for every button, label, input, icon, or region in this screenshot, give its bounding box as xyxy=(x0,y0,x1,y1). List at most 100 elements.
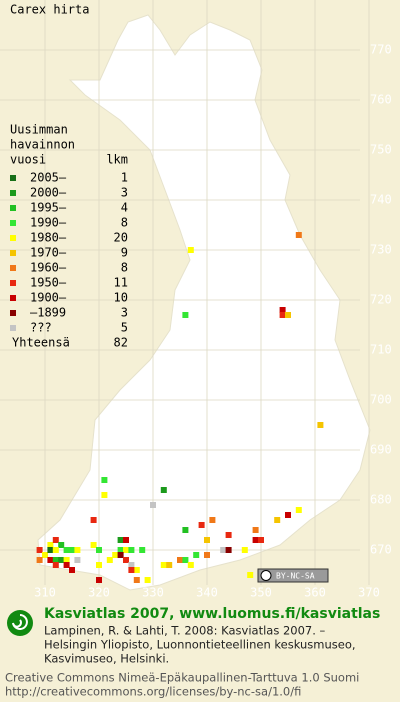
record-square xyxy=(42,552,48,558)
record-square xyxy=(96,562,102,568)
license-line: Creative Commons Nimeä-Epäkaupallinen-Ta… xyxy=(5,671,359,685)
record-square xyxy=(90,542,97,548)
legend-label: 1980– xyxy=(30,231,67,245)
title: Carex hirta xyxy=(10,3,89,17)
record-square xyxy=(133,577,140,583)
badge-icon xyxy=(260,570,272,581)
record-square xyxy=(101,492,108,498)
logo-swirl xyxy=(12,614,28,630)
legend-count: 9 xyxy=(121,246,128,260)
legend-count: 4 xyxy=(121,201,128,215)
record-square xyxy=(36,557,43,563)
citation-line: Helsingin Yliopisto, Luonnontieteellinen… xyxy=(44,638,356,652)
legend-heading: havainnon xyxy=(10,138,75,152)
record-square xyxy=(47,547,54,553)
legend-swatch xyxy=(10,310,16,316)
record-square xyxy=(74,557,81,563)
record-square xyxy=(47,557,54,563)
legend-label: 2000– xyxy=(30,186,67,200)
records xyxy=(36,232,324,583)
easting-label: 350 xyxy=(250,586,272,600)
legend-count-heading: lkm xyxy=(106,153,128,167)
record-square xyxy=(63,547,70,553)
record-square xyxy=(177,557,183,563)
legend-total: 82 xyxy=(114,336,128,350)
record-square xyxy=(128,562,135,568)
legend-count: 20 xyxy=(114,231,128,245)
northing-label: 690 xyxy=(370,443,392,457)
northing-label: 700 xyxy=(370,393,392,407)
northing-label: 740 xyxy=(370,193,392,207)
easting-label: 320 xyxy=(88,586,110,600)
record-square xyxy=(225,547,232,553)
record-square xyxy=(182,312,189,318)
record-square xyxy=(279,307,286,313)
cc-badge: BY-NC-SA xyxy=(257,568,329,583)
northing-label: 720 xyxy=(370,293,392,307)
record-square xyxy=(52,557,59,563)
badge-text: BY-NC-SA xyxy=(276,572,315,581)
record-square xyxy=(123,557,129,563)
legend-count: 3 xyxy=(121,186,128,200)
record-square xyxy=(128,567,135,573)
legend-count: 10 xyxy=(114,291,128,305)
record-square xyxy=(117,537,124,543)
easting-label: 310 xyxy=(34,586,56,600)
record-square xyxy=(96,577,102,583)
northing-label: 750 xyxy=(370,143,392,157)
legend-label: 1970– xyxy=(30,246,67,260)
citation-line: Lampinen, R. & Lahti, T. 2008: Kasviatla… xyxy=(44,624,326,638)
legend-label: 1995– xyxy=(30,201,67,215)
record-square xyxy=(204,537,210,543)
legend-label: 1990– xyxy=(30,216,67,230)
record-square xyxy=(106,557,113,563)
record-square xyxy=(160,562,167,568)
legend-count: 3 xyxy=(121,306,128,320)
legend-label: –1899 xyxy=(30,306,66,320)
northing-label: 710 xyxy=(370,343,392,357)
record-square xyxy=(112,552,119,558)
record-square xyxy=(117,547,124,553)
record-square xyxy=(47,542,54,548)
record-square xyxy=(252,537,259,543)
legend-swatch xyxy=(10,190,16,196)
record-square xyxy=(279,312,286,318)
legend-label: 1960– xyxy=(30,261,67,275)
record-square xyxy=(285,512,291,518)
legend-swatch xyxy=(10,250,16,256)
record-square xyxy=(274,517,281,523)
finland-outline xyxy=(37,14,371,591)
record-square xyxy=(209,517,216,523)
legend-heading: vuosi xyxy=(10,153,46,167)
northing-label: 680 xyxy=(370,493,392,507)
record-square xyxy=(187,562,194,568)
record-square xyxy=(128,547,135,553)
record-square xyxy=(150,502,156,508)
record-square xyxy=(252,527,259,533)
logo xyxy=(7,610,33,636)
legend-count: 8 xyxy=(121,261,128,275)
legend-swatch xyxy=(10,265,16,271)
record-square xyxy=(241,547,248,553)
footer-headline: Kasviatlas 2007, www.luomus.fi/kasviatla… xyxy=(44,606,380,622)
legend-swatch xyxy=(10,280,16,286)
badge-box xyxy=(257,568,329,583)
legend-swatch xyxy=(10,295,16,301)
record-square xyxy=(182,557,189,563)
record-square xyxy=(69,547,75,553)
record-square xyxy=(295,232,302,238)
easting-label: 340 xyxy=(196,586,218,600)
record-square xyxy=(220,547,227,553)
record-square xyxy=(295,507,302,513)
legend-swatch xyxy=(10,235,16,241)
record-square xyxy=(139,547,146,553)
northing-label: 760 xyxy=(370,93,392,107)
legend-heading: Uusimman xyxy=(10,123,68,137)
easting-label: 360 xyxy=(304,586,326,600)
legend-swatch xyxy=(10,205,16,211)
legend-swatch xyxy=(10,220,16,226)
record-square xyxy=(52,562,59,568)
